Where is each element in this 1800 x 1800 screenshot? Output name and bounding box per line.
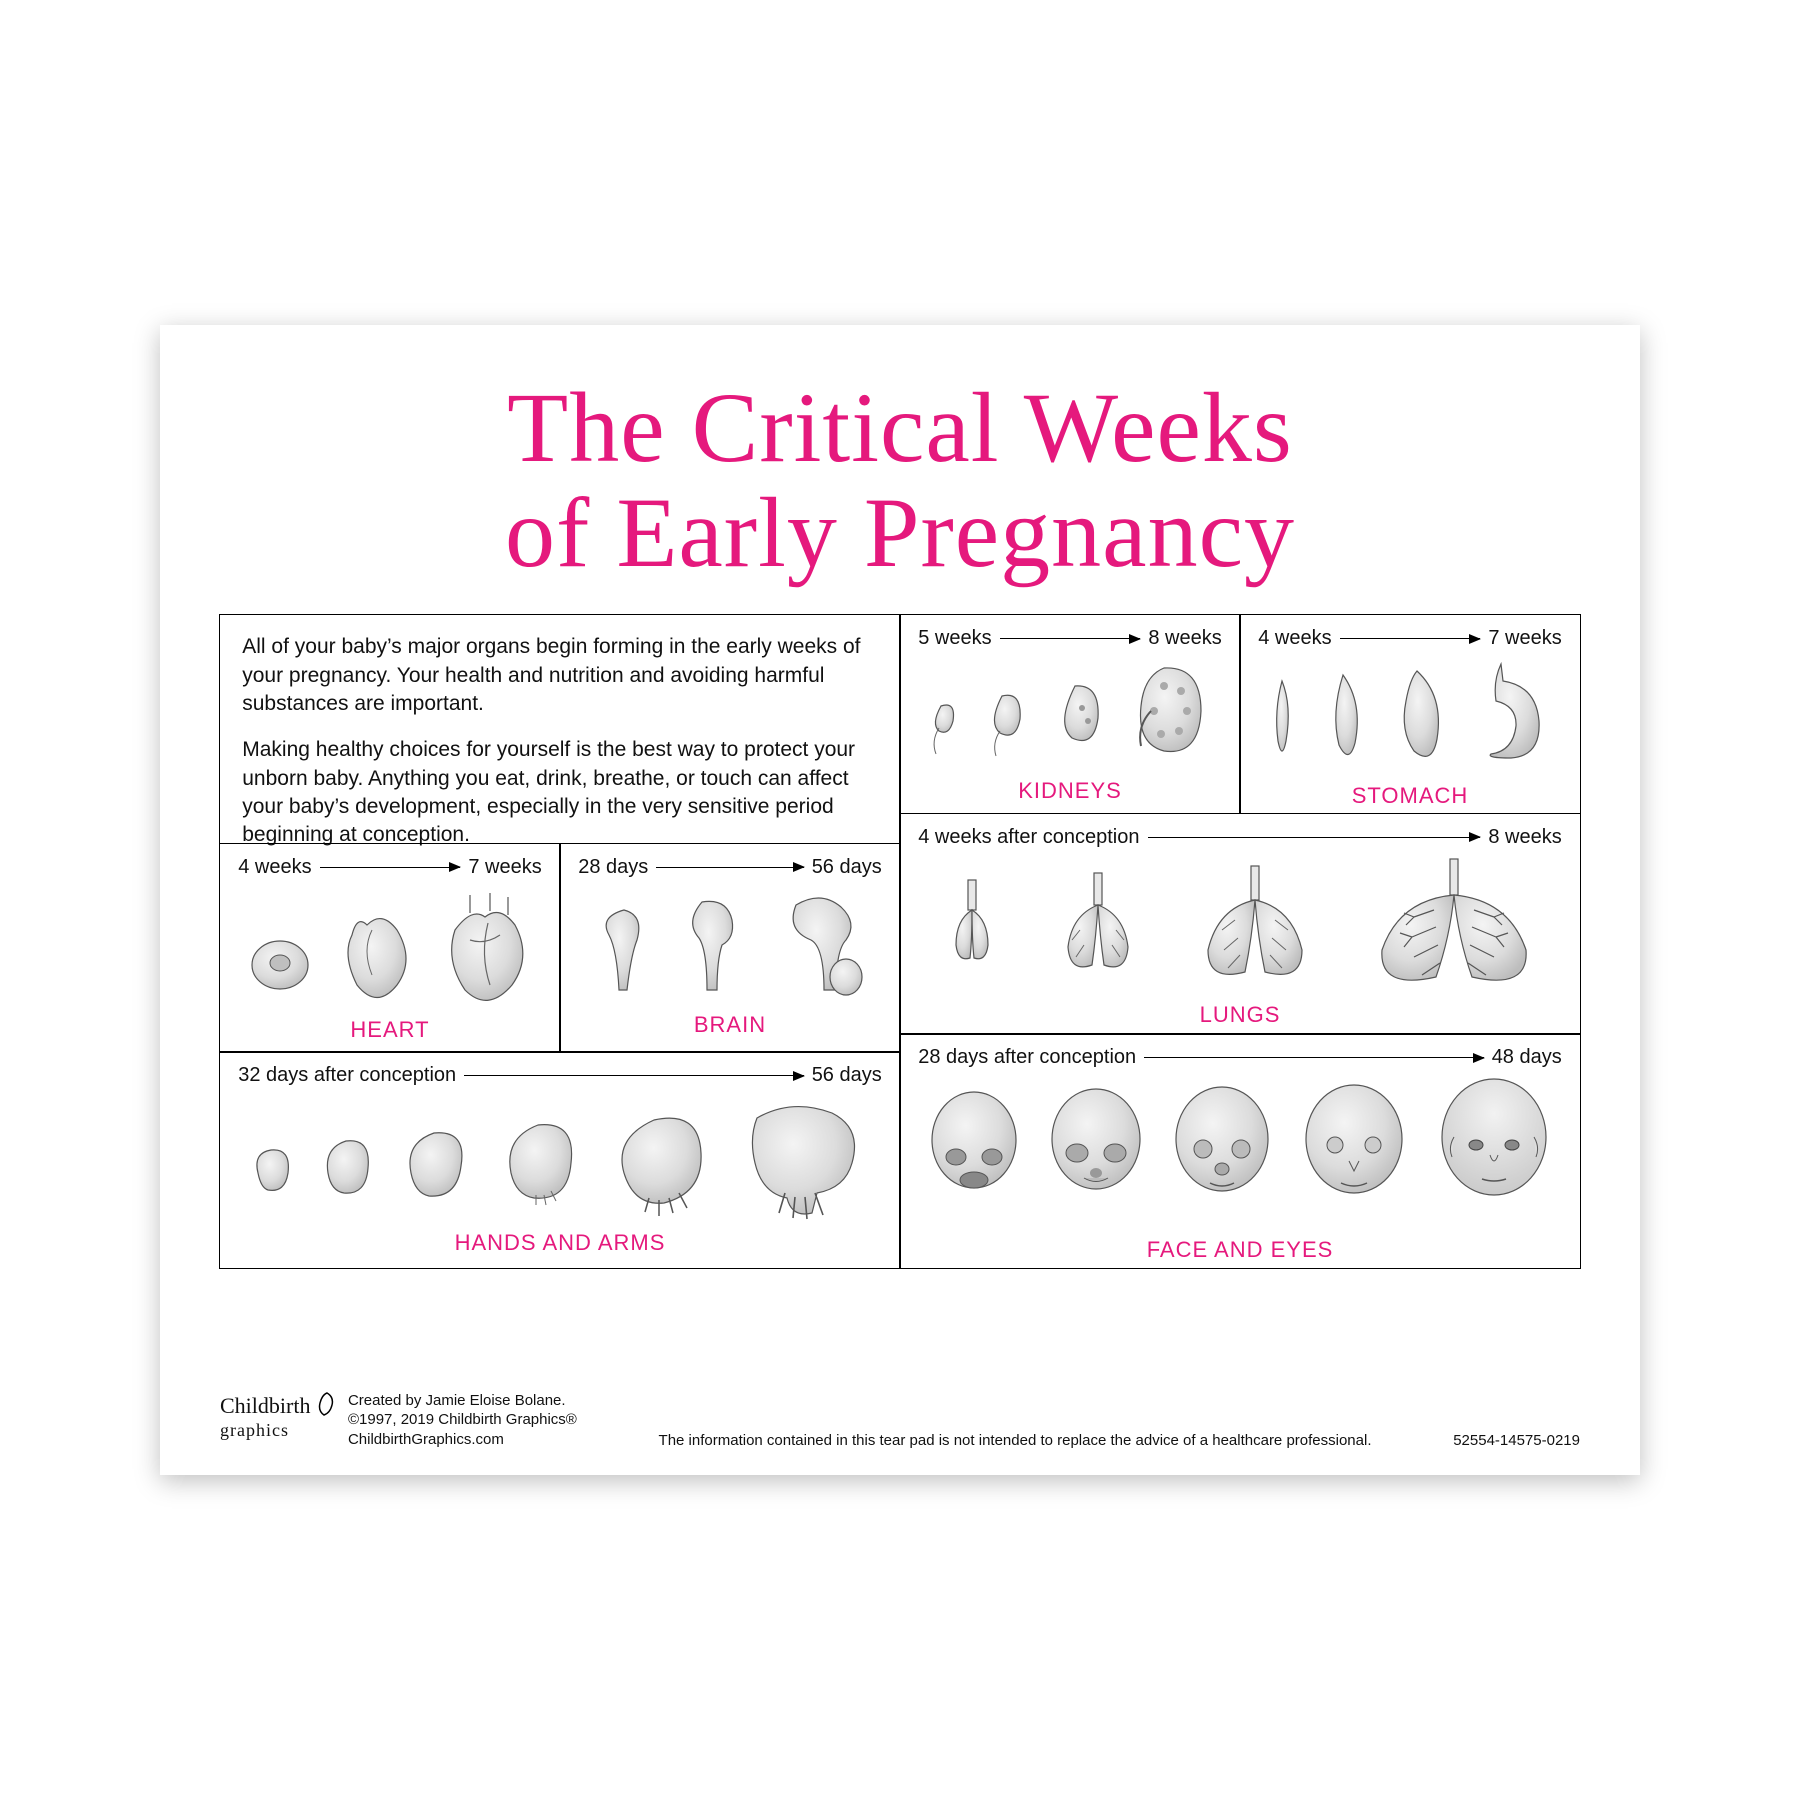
- heart-label: HEART: [238, 1017, 542, 1043]
- stomach-to: 7 weeks: [1488, 627, 1561, 650]
- brand-logo: Childbirth graphics: [220, 1391, 338, 1439]
- hands-label: HANDS AND ARMS: [238, 1230, 882, 1256]
- lungs-illustration: [918, 855, 1562, 1000]
- stomach-illustration: [1258, 656, 1562, 781]
- page-title: The Critical Weeks of Early Pregnancy: [220, 375, 1580, 585]
- kidneys-illustration: [918, 656, 1222, 776]
- arrow-line: [320, 867, 461, 868]
- hands-illustration: [238, 1093, 882, 1228]
- hands-timeline: 32 days after conception 56 days: [238, 1064, 882, 1087]
- brain-timeline: 28 days 56 days: [578, 856, 882, 879]
- kidneys-panel: 5 weeks 8 weeks KIDNEYS: [899, 614, 1241, 814]
- face-panel: 28 days after conception 48 days FACE AN…: [899, 1033, 1581, 1269]
- lungs-to: 8 weeks: [1488, 826, 1561, 849]
- brain-illustration: [578, 885, 882, 1010]
- title-line-1: The Critical Weeks: [220, 375, 1580, 480]
- right-column: 5 weeks 8 weeks KIDNEYS 4 weeks: [900, 615, 1580, 1269]
- lungs-label: LUNGS: [918, 1002, 1562, 1028]
- brain-panel: 28 days 56 days BRAIN: [559, 843, 901, 1053]
- credit-copyright: ©1997, 2019 Childbirth Graphics®: [348, 1410, 577, 1430]
- kidneys-timeline: 5 weeks 8 weeks: [918, 627, 1222, 650]
- stomach-timeline: 4 weeks 7 weeks: [1258, 627, 1562, 650]
- brain-from: 28 days: [578, 856, 648, 879]
- arrow-line: [1340, 638, 1481, 639]
- kidneys-stomach-row: 5 weeks 8 weeks KIDNEYS 4 weeks: [900, 615, 1580, 814]
- tear-pad-sheet: The Critical Weeks of Early Pregnancy Al…: [160, 325, 1640, 1475]
- hands-from: 32 days after conception: [238, 1064, 456, 1087]
- face-timeline: 28 days after conception 48 days: [918, 1046, 1562, 1069]
- brain-label: BRAIN: [578, 1012, 882, 1038]
- brand-block: Childbirth graphics Created by Jamie Elo…: [220, 1391, 577, 1450]
- footer: Childbirth graphics Created by Jamie Elo…: [220, 1391, 1580, 1450]
- brand-line-2: graphics: [220, 1420, 289, 1440]
- intro-paragraph-1: All of your baby’s major organs begin fo…: [242, 633, 878, 718]
- intro-panel: All of your baby’s major organs begin fo…: [219, 614, 901, 844]
- kidneys-from: 5 weeks: [918, 627, 991, 650]
- disclaimer-text: The information contained in this tear p…: [577, 1432, 1453, 1449]
- heart-from: 4 weeks: [238, 856, 311, 879]
- arrow-line: [656, 867, 803, 868]
- hands-panel: 32 days after conception 56 days HANDS A…: [219, 1051, 901, 1269]
- arrow-line: [1148, 837, 1481, 838]
- left-column: All of your baby’s major organs begin fo…: [220, 615, 900, 1269]
- heart-to: 7 weeks: [468, 856, 541, 879]
- face-to: 48 days: [1492, 1046, 1562, 1069]
- brand-mark-icon: [316, 1391, 338, 1419]
- heart-timeline: 4 weeks 7 weeks: [238, 856, 542, 879]
- brand-line-1: Childbirth: [220, 1393, 310, 1418]
- heart-panel: 4 weeks 7 weeks HEART: [219, 843, 561, 1053]
- kidneys-to: 8 weeks: [1148, 627, 1221, 650]
- lungs-timeline: 4 weeks after conception 8 weeks: [918, 826, 1562, 849]
- lungs-panel: 4 weeks after conception 8 weeks LUNGS: [899, 813, 1581, 1035]
- arrow-line: [464, 1075, 804, 1076]
- face-illustration: [918, 1075, 1562, 1235]
- title-line-2: of Early Pregnancy: [220, 480, 1580, 585]
- stomach-panel: 4 weeks 7 weeks STOMACH: [1239, 614, 1581, 814]
- credit-url: ChildbirthGraphics.com: [348, 1430, 577, 1450]
- credit-author: Created by Jamie Eloise Bolane.: [348, 1391, 577, 1411]
- brain-to: 56 days: [812, 856, 882, 879]
- arrow-line: [1000, 638, 1141, 639]
- stomach-label: STOMACH: [1258, 783, 1562, 809]
- hands-to: 56 days: [812, 1064, 882, 1087]
- face-from: 28 days after conception: [918, 1046, 1136, 1069]
- product-code: 52554-14575-0219: [1453, 1432, 1580, 1449]
- arrow-line: [1144, 1057, 1484, 1058]
- stomach-from: 4 weeks: [1258, 627, 1331, 650]
- credits: Created by Jamie Eloise Bolane. ©1997, 2…: [348, 1391, 577, 1450]
- kidneys-label: KIDNEYS: [918, 778, 1222, 804]
- lungs-from: 4 weeks after conception: [918, 826, 1139, 849]
- face-label: FACE AND EYES: [918, 1237, 1562, 1263]
- panel-grid: All of your baby’s major organs begin fo…: [220, 615, 1580, 1269]
- heart-illustration: [238, 885, 542, 1015]
- intro-paragraph-2: Making healthy choices for yourself is t…: [242, 736, 878, 849]
- heart-brain-row: 4 weeks 7 weeks HEART 28 days: [220, 844, 900, 1053]
